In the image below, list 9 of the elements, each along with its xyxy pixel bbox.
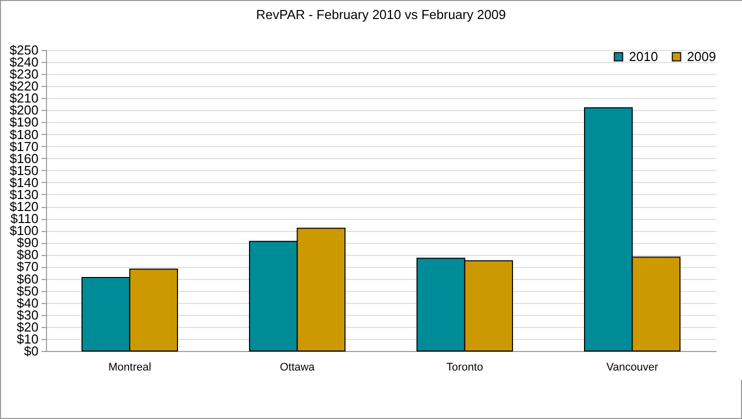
x-tick-label: Ottawa [280,362,316,374]
y-tick-label: $250 [10,42,38,58]
chart-title: RevPAR - February 2010 vs February 2009 [256,7,506,22]
x-tick-label: Toronto [446,362,484,374]
x-tick-label: Vancouver [606,362,658,374]
x-tick-label: Montreal [108,362,152,374]
y-tick-label: $0 [24,344,38,358]
legend-label: 2009 [687,48,716,64]
legend-label: 2010 [629,48,658,64]
